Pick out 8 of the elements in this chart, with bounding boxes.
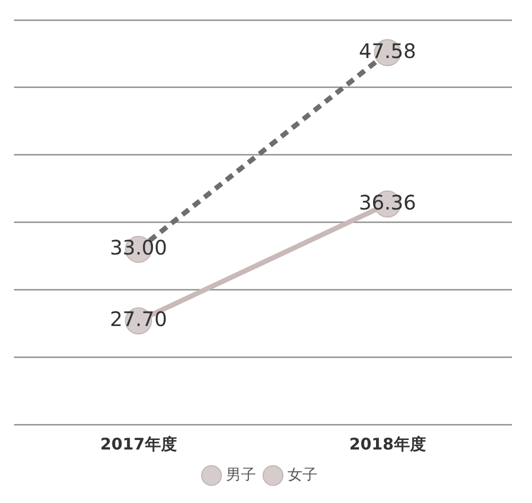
legend-label: 男子	[226, 465, 256, 484]
data-label: 27.70	[110, 307, 168, 332]
data-label: 36.36	[358, 190, 416, 214]
x-tick-label: 2018年度	[349, 434, 426, 454]
x-tick-label: 2017年度	[100, 434, 177, 454]
legend-label: 女子	[288, 465, 318, 484]
data-label: 47.58	[358, 38, 416, 63]
data-label: 33.00	[110, 236, 168, 260]
